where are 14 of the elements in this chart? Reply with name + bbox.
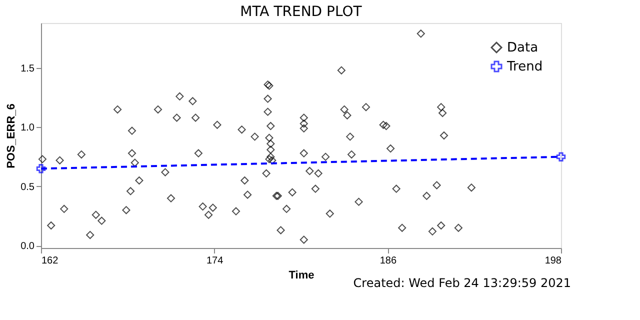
y-tick-label: 0.5 [20, 182, 35, 193]
y-tick-label: 1.5 [20, 64, 35, 74]
x-tick-label: 198 [544, 256, 562, 266]
y-axis-title: POS_ERR_6 [6, 104, 18, 168]
chart-title: MTA TREND PLOT [240, 4, 362, 20]
x-tick-label: 186 [380, 256, 397, 266]
legend-label: Trend [506, 60, 543, 74]
x-tick-label: 162 [42, 256, 59, 266]
x-axis-title: Time [288, 270, 314, 282]
x-tick-label: 174 [206, 256, 224, 266]
text: Created: Wed Feb 24 13:29:59 2021 [353, 276, 571, 290]
legend-label: Data [507, 40, 538, 56]
y-tick-label: 1.0 [20, 122, 35, 134]
y-tick-label: 0.0 [20, 241, 35, 252]
